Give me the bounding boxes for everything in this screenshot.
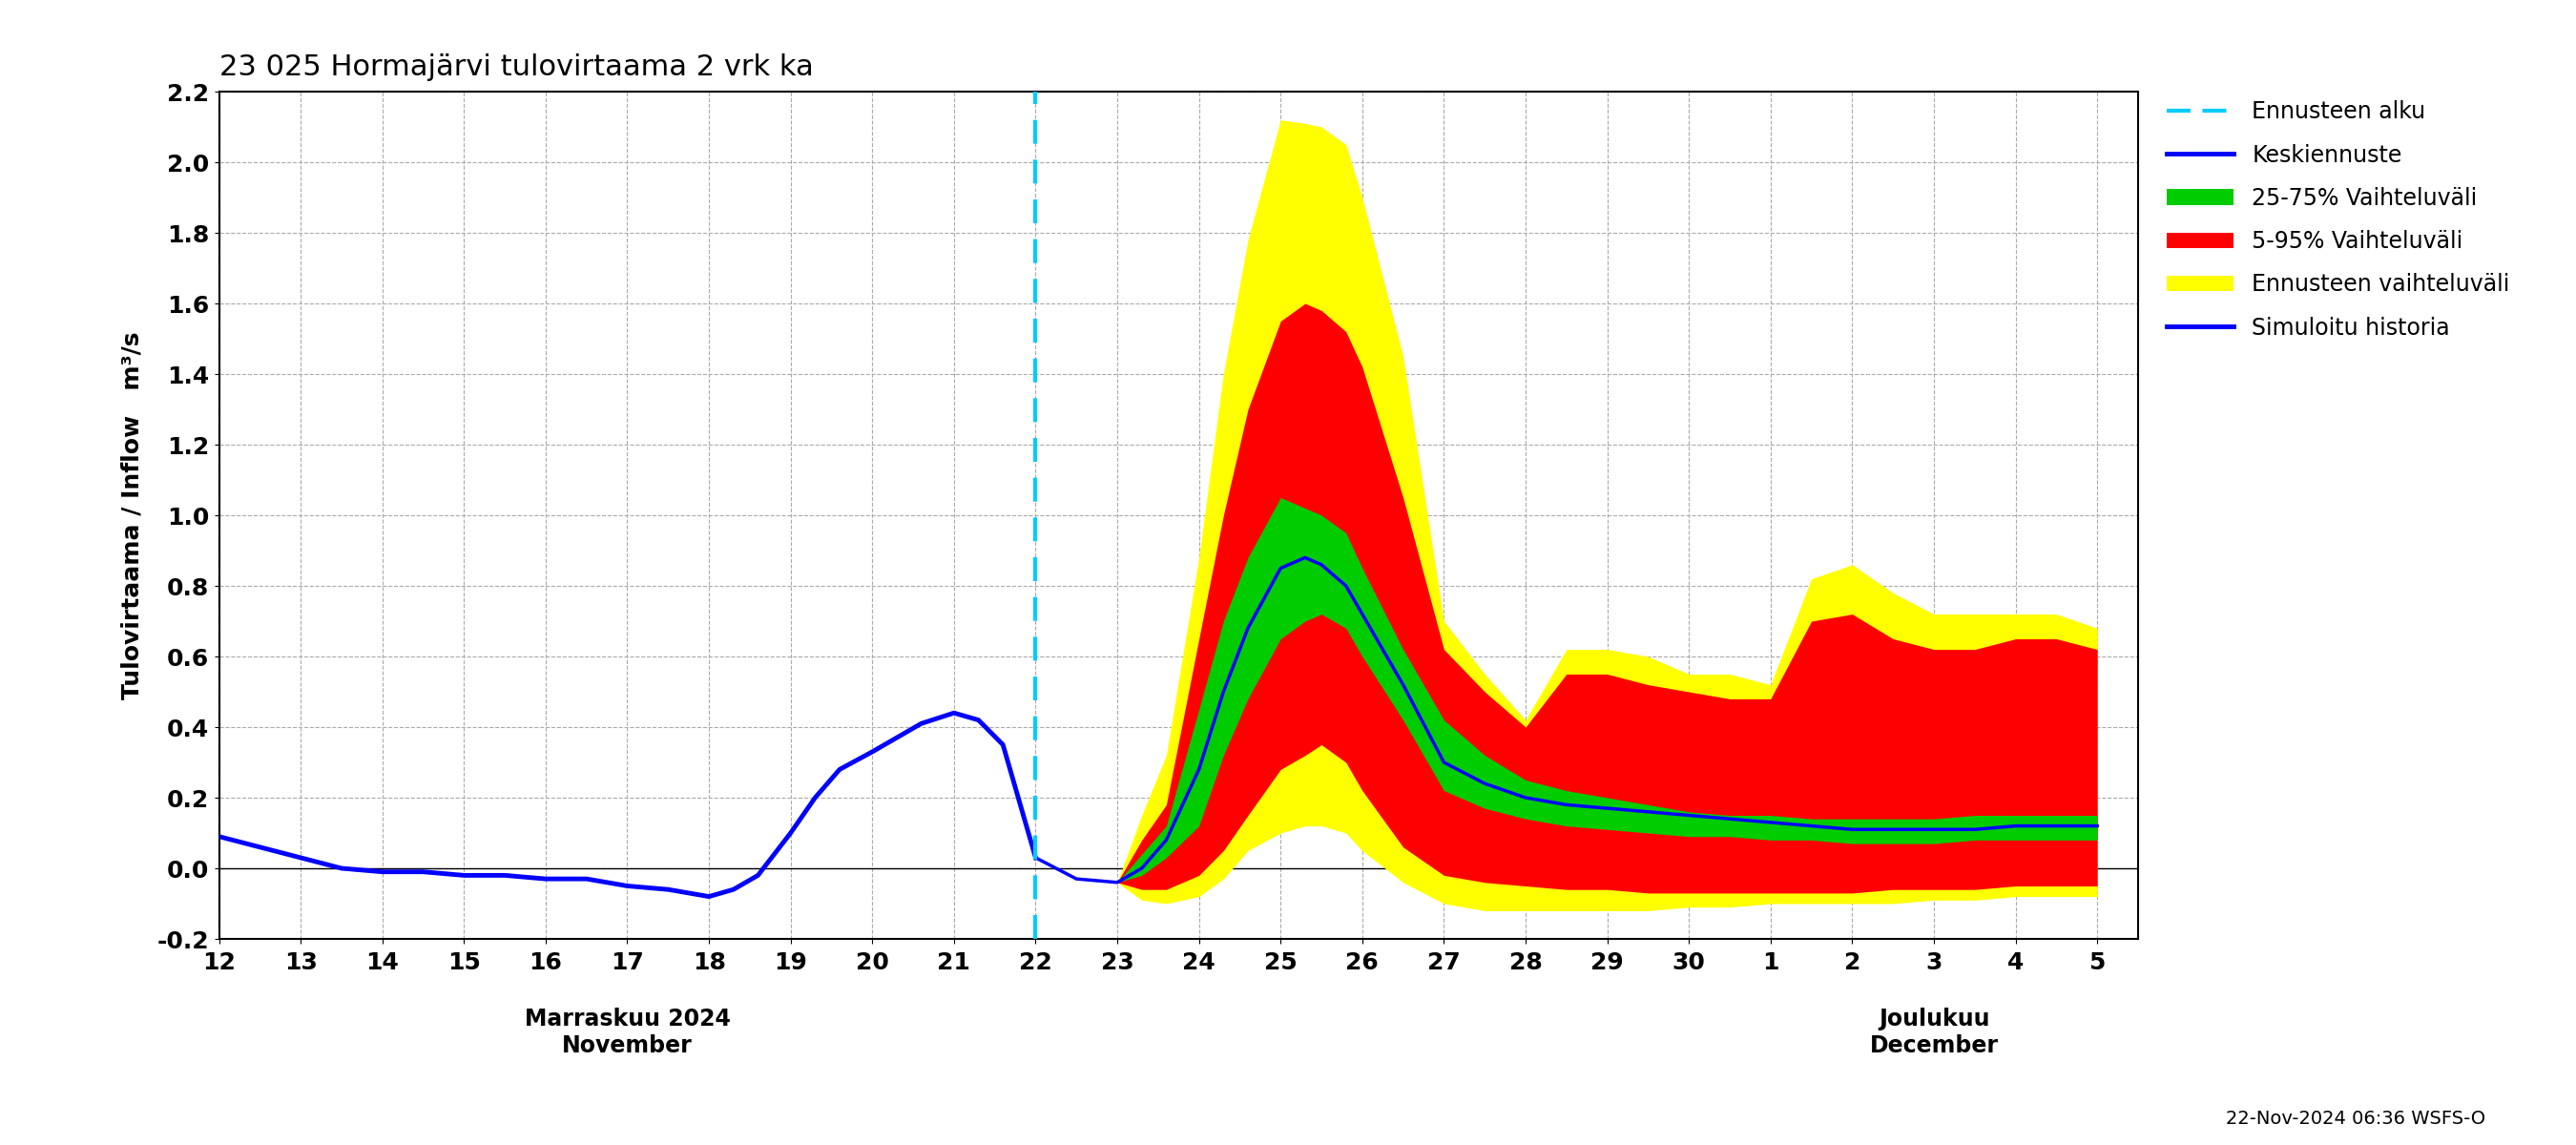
Text: Joulukuu
December: Joulukuu December: [1870, 1008, 1999, 1057]
Text: 22-Nov-2024 06:36 WSFS-O: 22-Nov-2024 06:36 WSFS-O: [2226, 1110, 2486, 1128]
Text: 23 025 Hormajärvi tulovirtaama 2 vrk ka: 23 025 Hormajärvi tulovirtaama 2 vrk ka: [219, 54, 814, 81]
Y-axis label: Tulovirtaama / Inflow   m³/s: Tulovirtaama / Inflow m³/s: [121, 331, 144, 700]
Text: Marraskuu 2024
November: Marraskuu 2024 November: [526, 1008, 729, 1057]
Legend: Ennusteen alku, Keskiennuste, 25-75% Vaihteluväli, 5-95% Vaihteluväli, Ennusteen: Ennusteen alku, Keskiennuste, 25-75% Vai…: [2156, 92, 2519, 348]
